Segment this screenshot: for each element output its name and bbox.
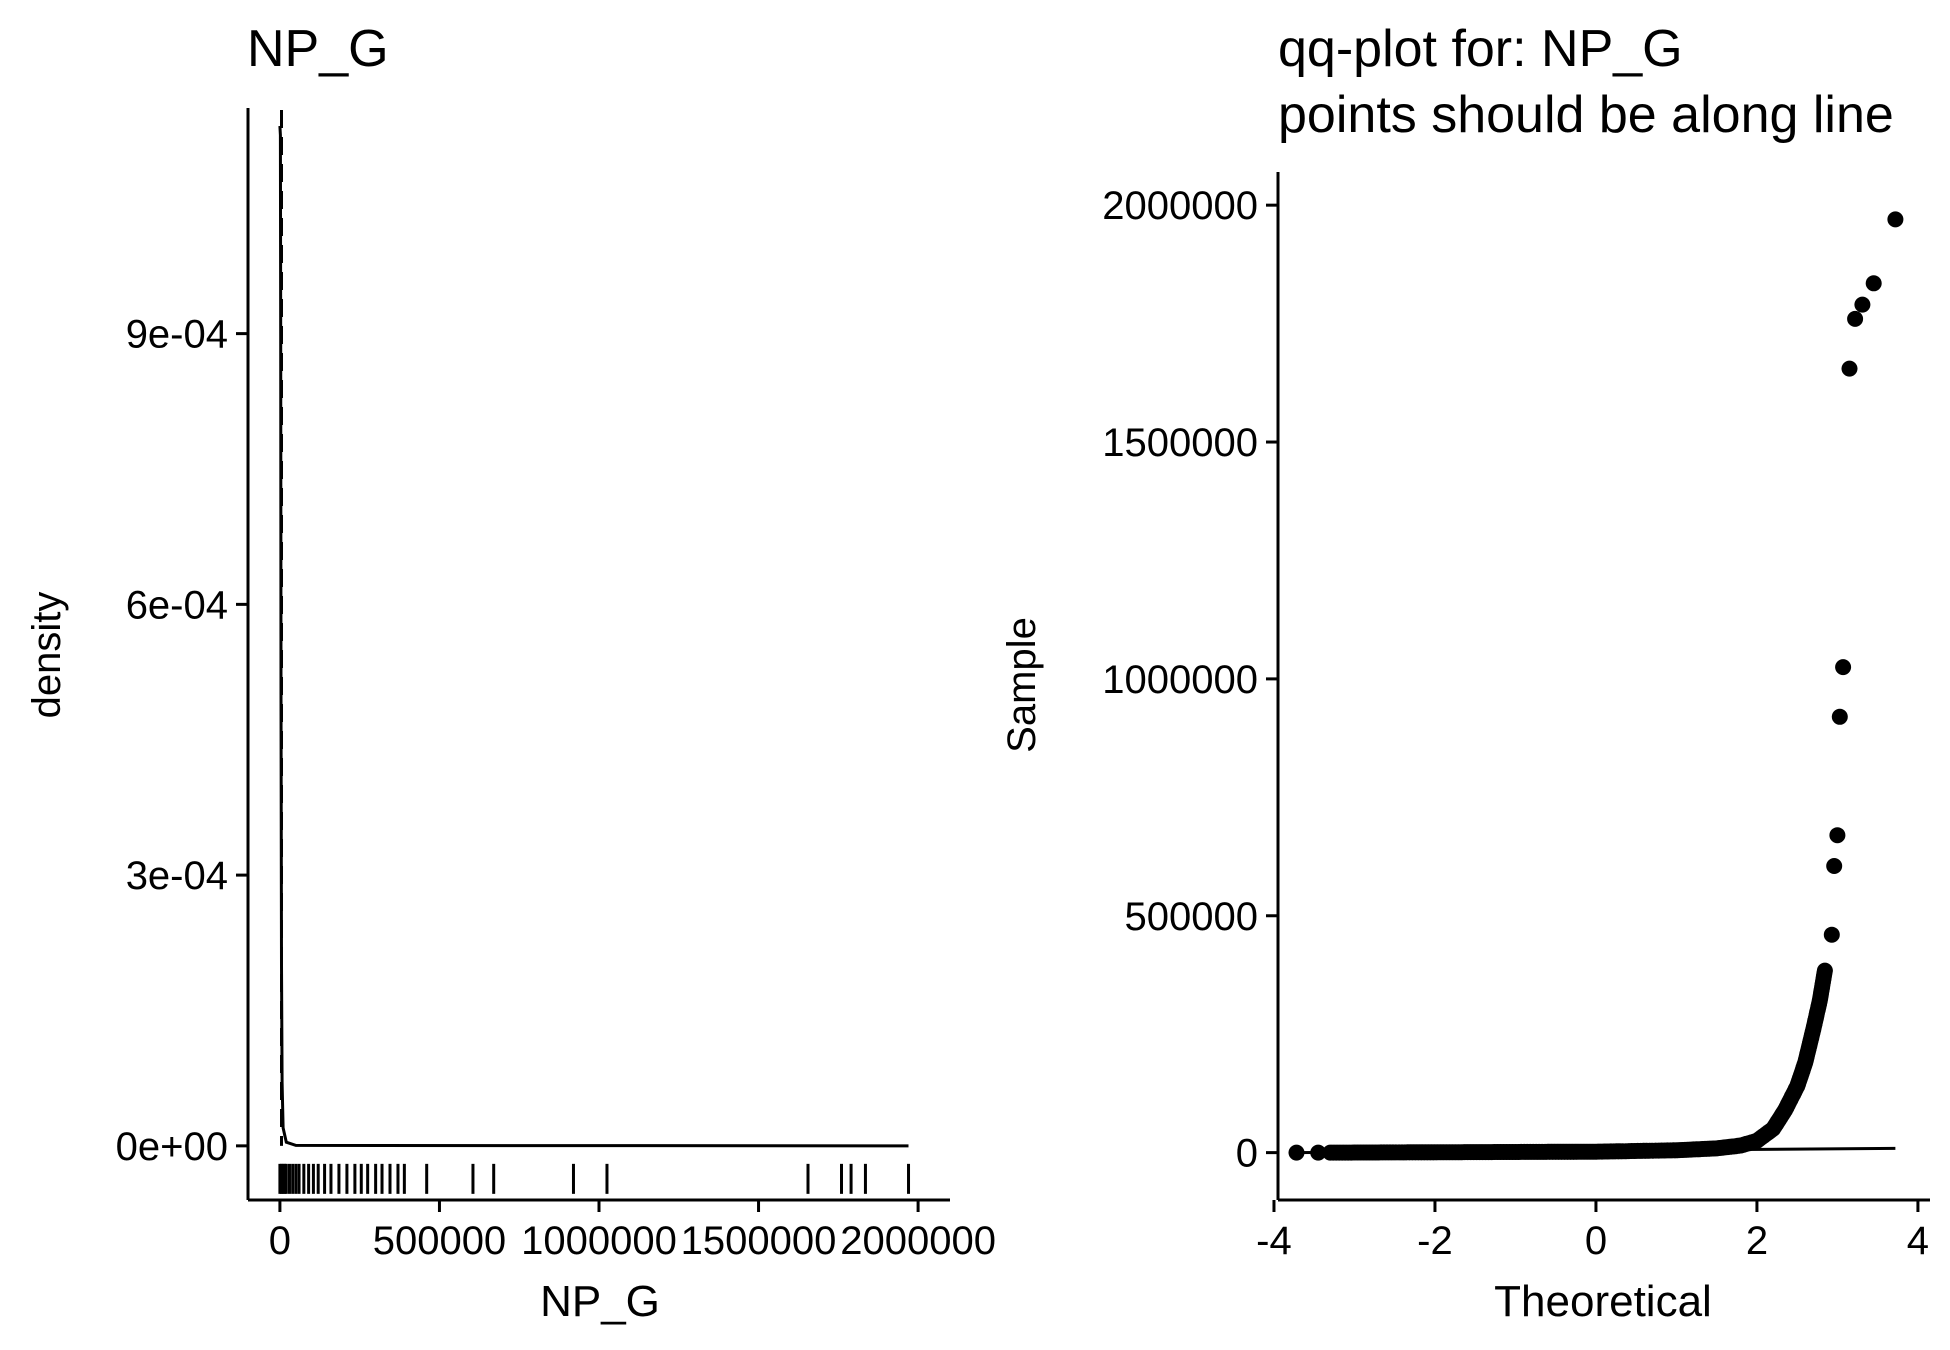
qq-point (1831, 708, 1848, 725)
qq-point (1841, 360, 1858, 377)
qq-point (1865, 275, 1882, 292)
qq-y-tick-label-2: 1000000 (1102, 658, 1258, 702)
density-y-tick-label-0: 0e+00 (116, 1125, 228, 1169)
density-rug (278, 1163, 911, 1194)
qq-point (1826, 858, 1843, 874)
qq-points (1288, 211, 1904, 1161)
qq-point (1829, 827, 1846, 844)
qq-panel-subtitle: points should be along line (1278, 86, 1894, 144)
density-x-tick-label-2: 1000000 (521, 1219, 677, 1263)
qq-x-tick-label-2: 0 (1585, 1219, 1607, 1263)
qq-y-tick-label-0: 0 (1236, 1132, 1258, 1176)
qq-point (1288, 1144, 1305, 1161)
density-x-tick-label-4: 2000000 (840, 1219, 996, 1263)
density-y-ticks: 0e+00 3e-04 6e-04 9e-04 (116, 313, 248, 1169)
qq-y-axis-label: Sample (1000, 617, 1044, 753)
qq-marks (1288, 211, 1904, 1161)
density-curve (278, 125, 909, 1148)
qq-x-tick-label-3: 2 (1746, 1219, 1768, 1263)
density-marks (278, 110, 911, 1194)
qq-x-ticks: -4 -2 0 2 4 (1256, 1200, 1929, 1263)
qq-point (1887, 211, 1904, 228)
density-panel: NP_G NP_G density 0e+00 3e-04 6e-04 9e-0… (25, 20, 996, 1326)
density-x-tick-label-1: 500000 (373, 1219, 506, 1263)
density-y-tick-label-3: 9e-04 (126, 313, 228, 357)
qq-panel-title: qq-plot for: NP_G (1278, 20, 1683, 78)
density-y-tick-label-1: 3e-04 (126, 854, 228, 898)
density-panel-title: NP_G (247, 20, 389, 78)
qq-point (1823, 926, 1840, 943)
density-x-axis-label: NP_G (540, 1277, 660, 1326)
qq-point (1310, 1144, 1327, 1161)
qq-x-tick-label-4: 4 (1907, 1219, 1929, 1263)
density-y-axis-label: density (25, 592, 69, 719)
qq-y-ticks: 0 500000 1000000 1500000 2000000 (1102, 184, 1278, 1176)
qq-point (1816, 962, 1833, 979)
qq-point (1835, 659, 1852, 676)
density-x-tick-label-3: 1500000 (681, 1219, 837, 1263)
qq-x-tick-label-0: -4 (1256, 1219, 1292, 1263)
density-y-tick-label-2: 6e-04 (126, 583, 228, 627)
qq-point (1854, 296, 1871, 313)
qq-x-tick-label-1: -2 (1417, 1219, 1453, 1263)
qq-panel: qq-plot for: NP_G points should be along… (1000, 20, 1930, 1326)
qq-y-tick-label-4: 2000000 (1102, 184, 1258, 228)
qq-y-tick-label-1: 500000 (1125, 895, 1258, 939)
qq-x-axis-label: Theoretical (1494, 1277, 1712, 1326)
qq-point (1847, 310, 1864, 327)
qq-y-tick-label-3: 1500000 (1102, 421, 1258, 465)
density-x-ticks: 0 500000 1000000 1500000 2000000 (269, 1200, 996, 1263)
density-x-tick-label-0: 0 (269, 1219, 291, 1263)
